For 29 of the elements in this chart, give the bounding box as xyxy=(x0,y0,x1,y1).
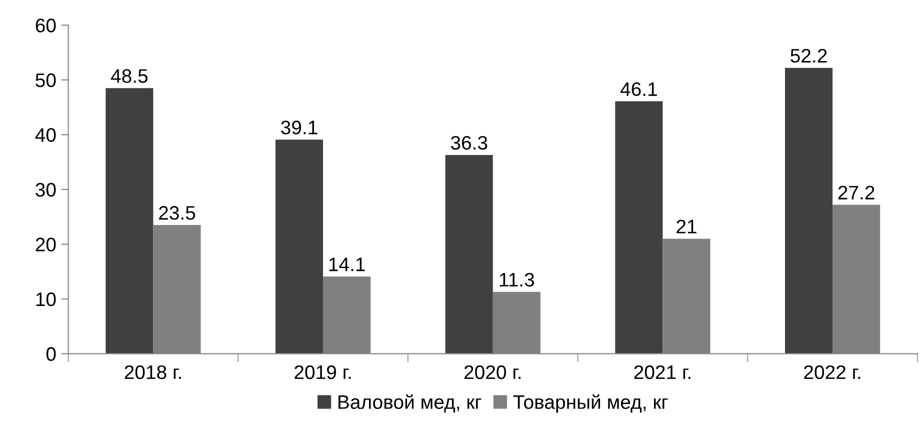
y-tick-label: 0 xyxy=(46,347,56,361)
x-tick-label: 2021 г. xyxy=(634,365,690,380)
data-label: 48.5 xyxy=(110,69,148,83)
data-label: 39.1 xyxy=(281,120,318,134)
y-tick-label: 10 xyxy=(36,292,56,306)
legend-label: Валовой мед, кг xyxy=(338,394,482,413)
bar xyxy=(615,101,663,354)
y-tick-label: 60 xyxy=(36,18,56,32)
data-label: 23.5 xyxy=(159,206,196,220)
data-label: 21 xyxy=(676,220,696,234)
data-label: 14.1 xyxy=(329,258,365,272)
y-tick-label: 20 xyxy=(36,238,56,252)
bar xyxy=(445,154,493,354)
bar xyxy=(106,88,154,354)
bar xyxy=(784,68,833,354)
x-tick-label: 2018 г. xyxy=(124,365,181,380)
data-label: 52.2 xyxy=(790,48,827,63)
data-label: 11.3 xyxy=(500,272,534,287)
data-label: 36.3 xyxy=(450,136,488,150)
bar xyxy=(275,140,324,354)
y-tick-label: 50 xyxy=(36,73,56,88)
y-tick-label: 40 xyxy=(35,128,56,142)
data-label: 46.1 xyxy=(620,82,657,96)
legend-label: Товарный мед, кг xyxy=(513,394,668,413)
data-label: 27.2 xyxy=(838,186,874,200)
y-tick-label: 30 xyxy=(36,182,56,197)
x-tick-label: 2020 г. xyxy=(464,365,520,380)
x-tick-label: 2022 г. xyxy=(804,365,860,380)
x-tick-label: 2019 г. xyxy=(294,365,351,380)
